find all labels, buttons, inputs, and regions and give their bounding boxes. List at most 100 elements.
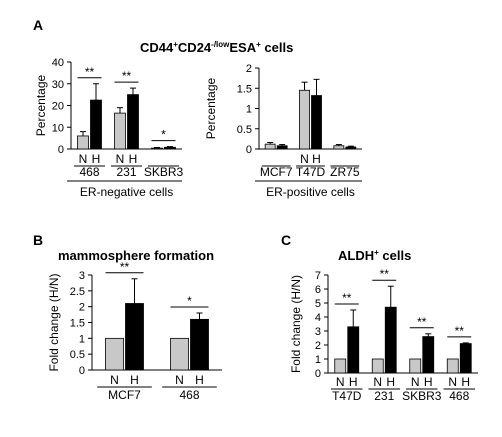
category-label: SKBR3 [144,165,184,179]
panel-a-title-part: -/low [211,40,230,49]
y-tick-label: 40 [52,57,64,69]
condition-label-n: N [300,152,309,166]
y-tick-label: 1 [246,104,252,116]
bar-normoxia [114,112,126,150]
condition-label-h: H [130,373,139,387]
panel-c-title-part: + [374,248,379,257]
condition-label-h: H [461,375,470,389]
panel-label-c: C [281,232,291,248]
significance-mark: ** [417,315,427,329]
y-axis-label: Percentage [204,77,218,139]
y-tick-label: 1.5 [237,83,252,95]
panel-c-title: ALDH+ cells [338,248,411,263]
y-axis-label: Percentage [34,74,48,136]
category-label: SKBR3 [402,389,442,403]
panel-a-title: CD44+CD24-/lowESA+ cells [140,40,293,55]
y-tick-label: 2 [246,63,252,75]
condition-label-h: H [312,152,321,166]
condition-label-n: N [411,375,420,389]
panel-label-a: A [33,17,43,33]
category-label: MCF7 [108,388,141,402]
bar-normoxia [77,135,89,150]
y-tick-label: 0.5 [237,124,252,136]
category-label: ZR75 [330,165,360,179]
category-label: T47D [296,165,326,179]
condition-label-n: N [336,375,345,389]
bar-normoxia [264,143,276,150]
y-tick-label: 0 [79,365,85,377]
category-label: MCF7 [260,165,293,179]
condition-label-n: N [79,152,88,166]
panel-c-title-part: cells [379,248,412,263]
condition-label-n: N [175,373,184,387]
significance-mark: ** [85,65,95,79]
condition-label-n: N [116,152,125,166]
y-tick-label: 0 [58,144,64,156]
bar-hypoxia [422,336,435,374]
bar-normoxia [151,147,163,150]
bar-hypoxia [459,343,472,374]
y-tick-label: 3 [315,326,321,338]
significance-mark: ** [342,291,352,305]
significance-mark: * [161,128,166,142]
y-tick-label: 6 [315,284,321,296]
y-axis-label: Fold change (H/N) [289,275,303,373]
y-tick-label: 20 [52,101,64,113]
category-label: 231 [116,165,136,179]
y-tick-label: 2 [315,340,321,352]
x-axis-group-label: ER-negative cells [80,185,173,199]
y-tick-label: 0.5 [70,349,85,361]
y-tick-label: 1 [79,333,85,345]
panel-a-title-part: + [256,40,261,49]
panel-label-b: B [33,232,43,248]
y-tick-label: 7 [315,270,321,282]
y-tick-label: 0 [246,144,252,156]
condition-label-h: H [129,152,138,166]
y-tick-label: 0 [315,368,321,380]
y-axis-label: Fold change (H/N) [47,273,61,371]
panel-a-title-part: CD44 [140,40,174,55]
bar-hypoxia [345,146,357,150]
panel-a-title-part: CD24 [178,40,212,55]
y-tick-label: 2 [79,302,85,314]
bar-normoxia [334,358,347,374]
bar-normoxia [371,358,384,374]
y-tick-label: 10 [52,122,64,134]
bar-normoxia [409,358,422,374]
y-tick-label: 1 [315,354,321,366]
y-tick-label: 5 [315,298,321,310]
condition-label-h: H [424,375,433,389]
bar-normoxia [299,89,310,150]
significance-mark: * [187,294,192,308]
y-tick-label: 1.5 [70,318,85,330]
panel-a-title-part: ESA [229,40,256,55]
condition-label-h: H [386,375,395,389]
bar-hypoxia [384,306,397,374]
y-tick-label: 4 [315,312,321,324]
bar-normoxia [105,337,124,371]
condition-label-h: H [349,375,358,389]
condition-label-n: N [448,375,457,389]
bar-hypoxia [127,94,139,150]
condition-label-n: N [373,375,382,389]
significance-mark: ** [380,267,390,281]
bar-normoxia [333,145,345,150]
panel-a-title-part: + [173,40,178,49]
category-label: 468 [79,165,99,179]
bar-normoxia [446,358,459,374]
bar-hypoxia [347,326,360,374]
bar-hypoxia [164,146,176,150]
bar-hypoxia [90,99,102,150]
bar-hypoxia [311,95,322,150]
category-label: 468 [449,389,469,403]
significance-mark: ** [122,69,132,83]
y-tick-label: 3 [79,270,85,282]
panel-a-title-part: cells [261,40,294,55]
category-label: 231 [374,389,394,403]
bar-hypoxia [125,303,144,371]
